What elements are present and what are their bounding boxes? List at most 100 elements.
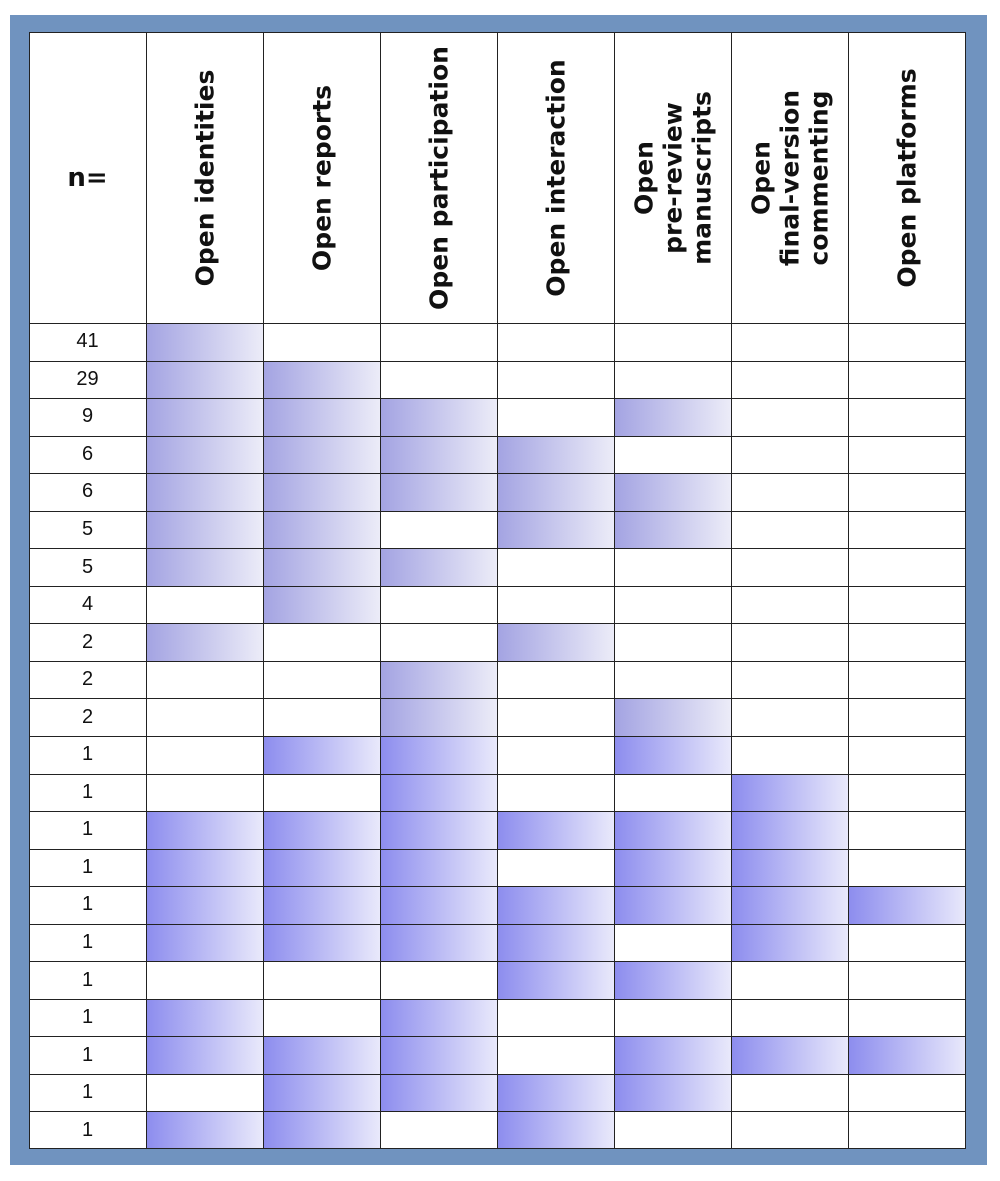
row-count: 1 [81,1118,94,1141]
feature-cell-filled [731,1036,848,1074]
grid-line-horizontal [29,811,966,812]
feature-cell-filled [380,886,497,924]
feature-cell-filled [380,660,497,699]
grid-line-vertical [29,32,30,1149]
row-count: 29 [76,367,99,390]
row-count: 1 [81,968,94,991]
feature-cell-filled [380,698,497,736]
feature-cell-filled [497,510,614,549]
grid-line-horizontal [29,361,966,362]
feature-cell-filled [263,473,380,511]
row-count: 1 [81,818,94,841]
feature-cell-filled [263,848,380,887]
feature-cell-filled [263,435,380,474]
feature-cell-filled [146,623,263,661]
feature-cell-filled [146,548,263,586]
row-count: 1 [81,855,94,878]
feature-cell-filled [146,435,263,474]
grid-line-vertical [380,32,381,1149]
grid-line-vertical [731,32,732,1149]
feature-cell-filled [380,923,497,962]
feature-cell-filled [848,886,966,924]
feature-cell-filled [497,1111,614,1149]
feature-cell-filled [614,848,731,887]
grid-line-vertical [965,32,966,1149]
feature-cell-filled [146,1036,263,1074]
grid-line-horizontal [29,1036,966,1037]
feature-cell-filled [146,473,263,511]
feature-cell-filled [380,398,497,436]
column-header: Open final-version commenting [731,32,848,323]
column-header-label: Open final-version commenting [746,89,833,266]
feature-cell-filled [614,1073,731,1112]
column-header: Open interaction [497,32,614,323]
grid-line-horizontal [29,1074,966,1075]
feature-cell-filled [614,398,731,436]
row-count: 6 [81,480,94,503]
feature-cell-filled [146,886,263,924]
feature-cell-filled [263,398,380,436]
feature-cell-filled [146,1111,263,1149]
feature-cell-filled [263,1036,380,1074]
feature-cell-filled [380,998,497,1037]
feature-cell-filled [146,323,263,361]
column-header: Open pre-review manuscripts [614,32,731,323]
feature-cell-filled [263,886,380,924]
feature-cell-filled [614,510,731,549]
column-header: Open identities [146,32,263,323]
grid-line-horizontal [29,1111,966,1112]
grid-line-horizontal [29,661,966,662]
feature-cell-filled [380,1073,497,1112]
grid-line-horizontal [29,32,966,33]
feature-cell-filled [263,548,380,586]
feature-cell-filled [263,360,380,399]
feature-table: n= Open identities Open reports Open partic… [29,32,966,1149]
feature-cell-filled [146,848,263,887]
feature-cell-filled [146,998,263,1037]
row-count: 1 [81,780,94,803]
grid-line-horizontal [29,323,966,324]
grid-line-horizontal [29,698,966,699]
feature-cell-filled [263,585,380,624]
column-header-label: Open platforms [892,67,922,288]
grid-line-horizontal [29,548,966,549]
feature-cell-filled [263,923,380,962]
feature-cell-filled [731,886,848,924]
feature-cell-filled [146,510,263,549]
feature-cell-filled [497,923,614,962]
row-count: 1 [81,893,94,916]
feature-cell-filled [497,435,614,474]
row-count: 1 [81,1006,94,1029]
grid-line-horizontal [29,886,966,887]
grid-line-horizontal [29,999,966,1000]
grid-line-horizontal [29,961,966,962]
grid-line-vertical [263,32,264,1149]
feature-cell-filled [614,698,731,736]
row-count: 41 [76,330,99,353]
grid-line-horizontal [29,774,966,775]
column-header: Open participation [380,32,497,323]
feature-cell-filled [380,736,497,774]
grid-line-horizontal [29,924,966,925]
row-count: 1 [81,743,94,766]
feature-cell-filled [614,811,731,849]
feature-cell-filled [263,1111,380,1149]
row-count: 1 [81,930,94,953]
row-count: 5 [81,517,94,540]
grid-line-horizontal [29,436,966,437]
feature-cell-filled [614,961,731,999]
feature-cell-filled [263,736,380,774]
row-count: 2 [81,630,94,653]
feature-cell-filled [497,811,614,849]
row-count: 2 [81,668,94,691]
row-count: 4 [81,593,94,616]
grid-line-horizontal [29,849,966,850]
row-count: 6 [81,442,94,465]
feature-cell-filled [146,360,263,399]
column-header: Open platforms [848,32,966,323]
column-header-label: Open participation [424,45,453,310]
grid-line-vertical [497,32,498,1149]
feature-cell-filled [614,1036,731,1074]
row-count: 2 [81,705,94,728]
feature-cell-filled [263,510,380,549]
